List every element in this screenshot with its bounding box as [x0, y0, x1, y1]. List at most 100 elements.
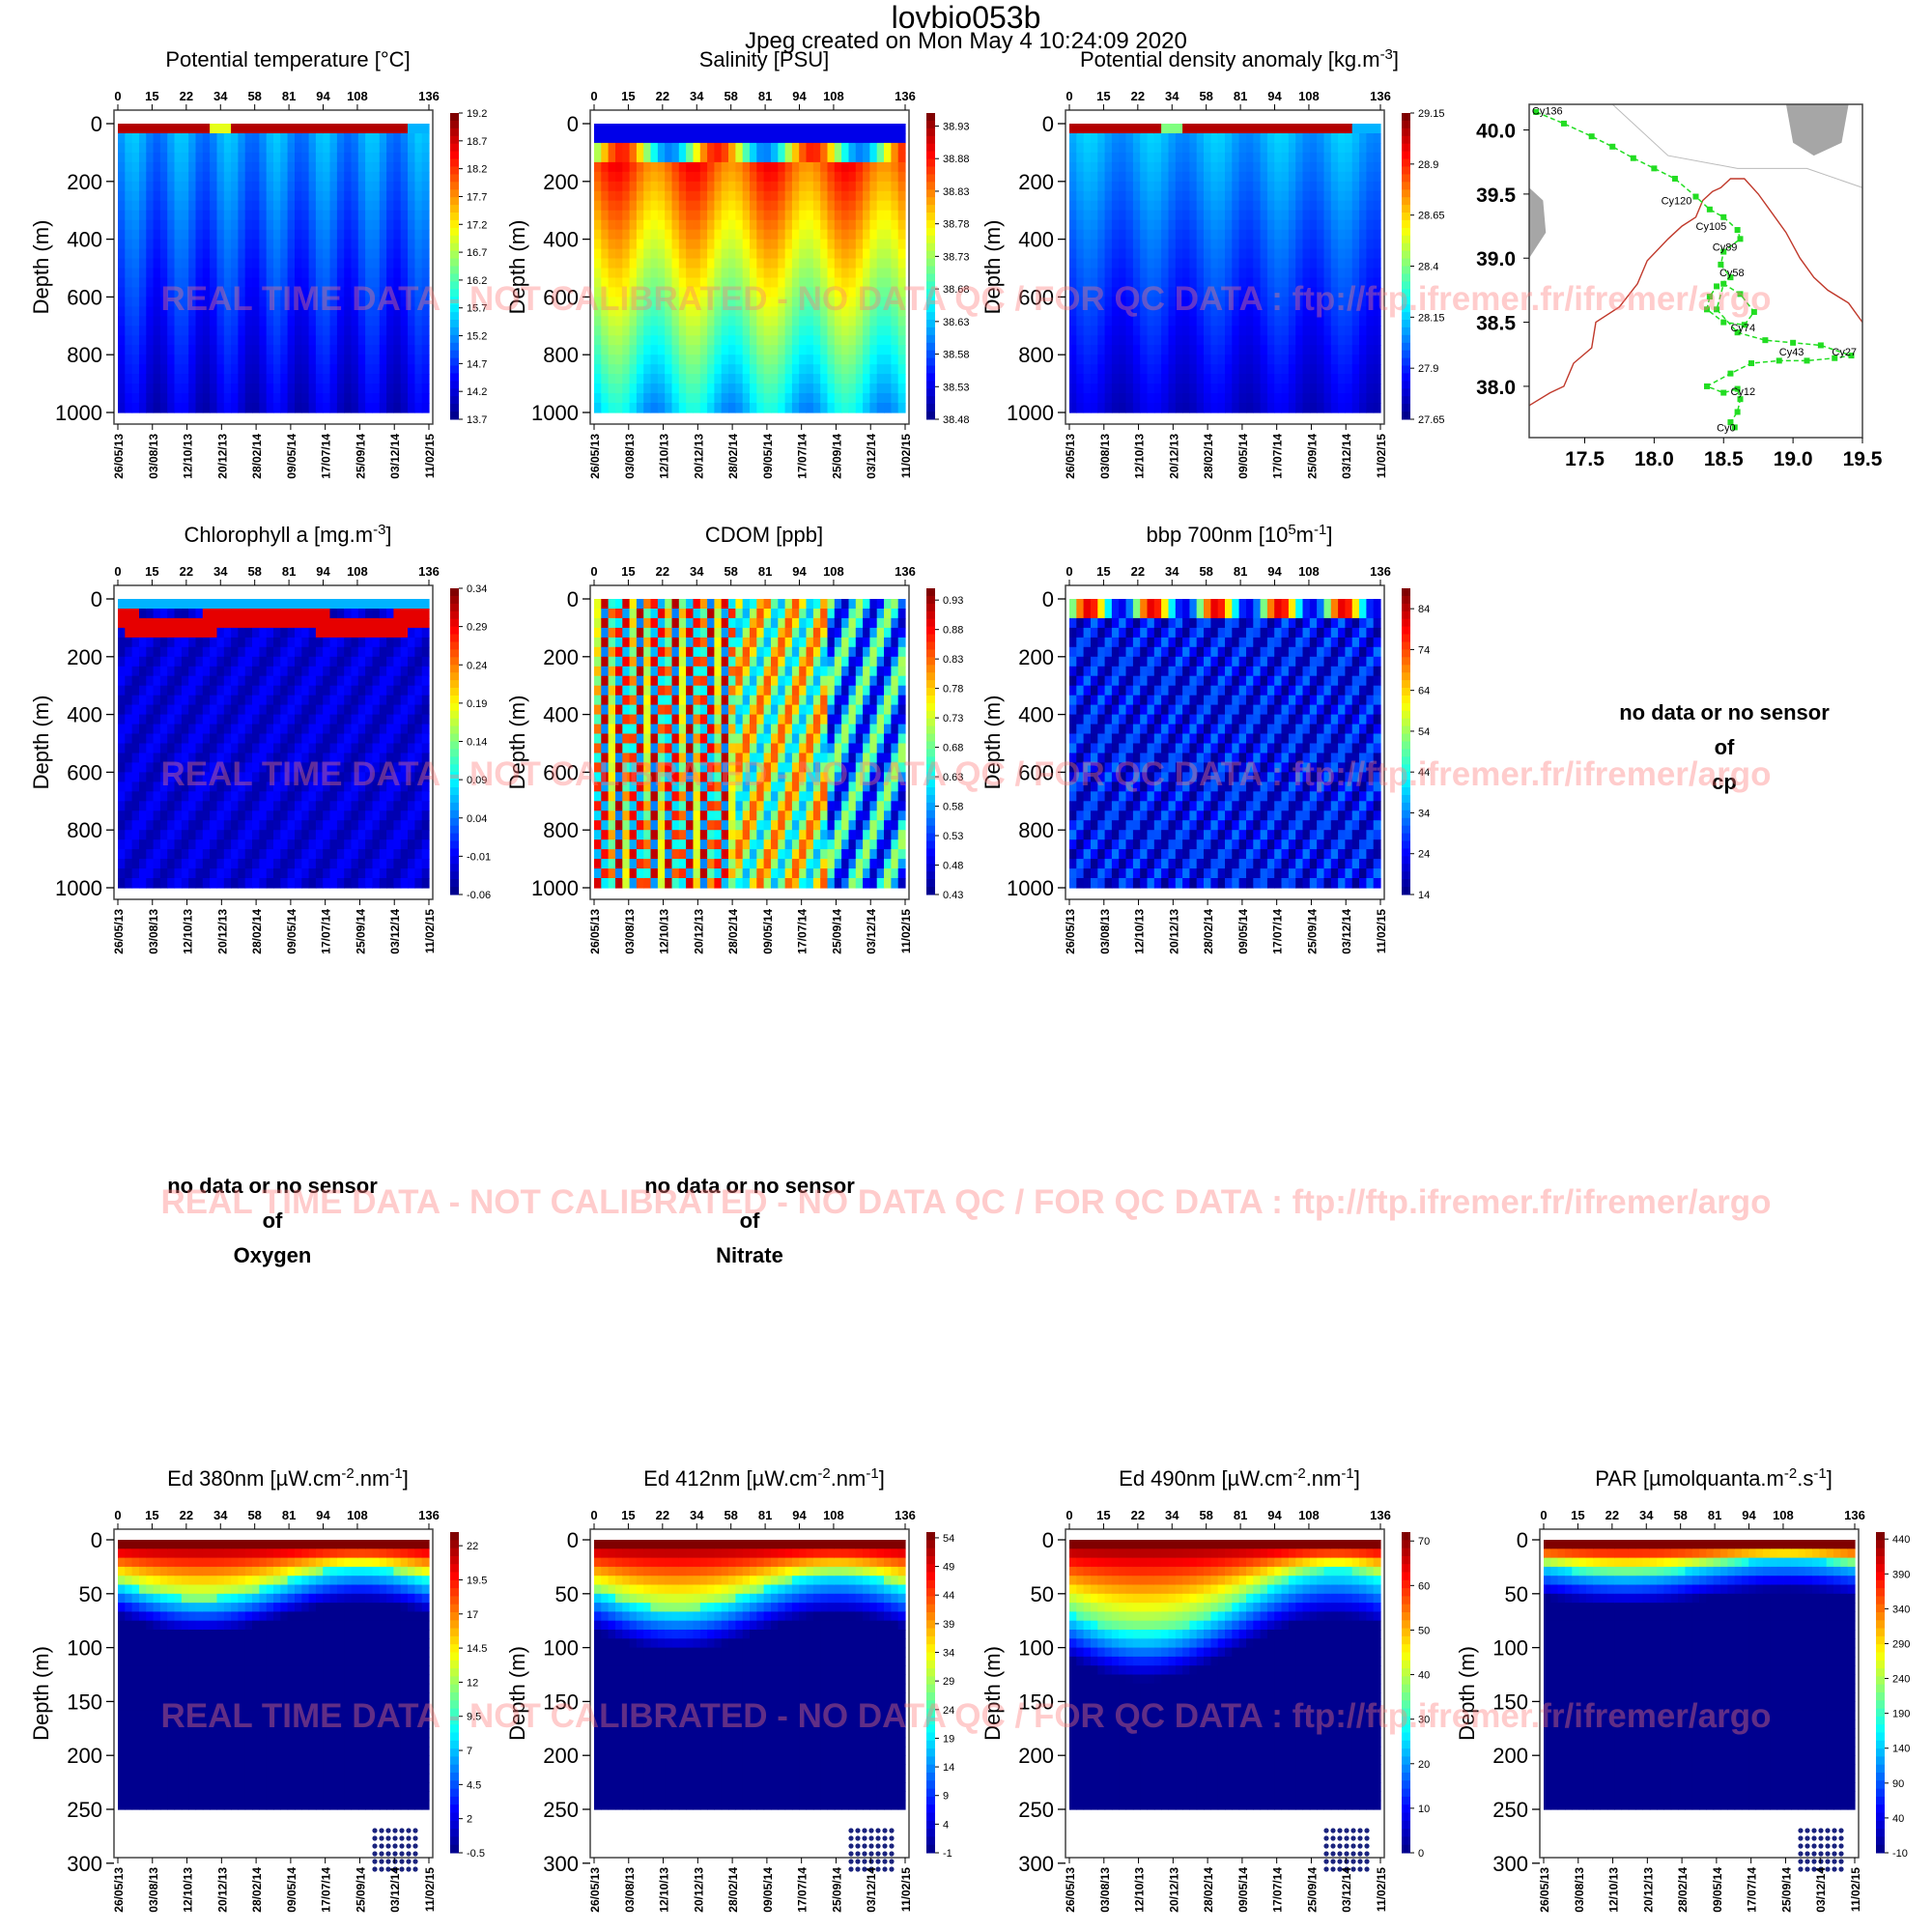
- heatmap-cell: [1168, 133, 1177, 144]
- heatmap-cell: [1189, 297, 1198, 307]
- heatmap-cell: [601, 403, 610, 413]
- heatmap-cell: [771, 355, 779, 365]
- heatmap-cell: [1295, 364, 1304, 375]
- heatmap-cell: [601, 210, 610, 221]
- heatmap-cell: [629, 393, 638, 404]
- heatmap-cell: [622, 287, 631, 298]
- heatmap-cell: [1260, 384, 1268, 394]
- colorbar-segment: [1402, 320, 1410, 328]
- heatmap-cell: [1288, 316, 1296, 327]
- heatmap-cell: [1189, 374, 1198, 384]
- heatmap-cell: [386, 124, 394, 134]
- heatmap-cell: [1153, 161, 1162, 173]
- heatmap-cell: [414, 374, 423, 384]
- heatmap-cell: [693, 297, 701, 307]
- heatmap-cell: [244, 801, 253, 811]
- heatmap-cell: [188, 685, 197, 696]
- colorbar-segment: [926, 213, 935, 221]
- heatmap-cell: [1161, 374, 1169, 384]
- heatmap-cell: [784, 152, 793, 163]
- heatmap-cell: [714, 297, 723, 307]
- heatmap-cell: [629, 364, 638, 375]
- heatmap-cell: [820, 248, 829, 260]
- heatmap-cell: [259, 714, 268, 725]
- heatmap-cell: [139, 733, 147, 745]
- heatmap-cell: [1246, 345, 1254, 355]
- heatmap-cell: [1295, 210, 1304, 221]
- heatmap-cell: [629, 239, 638, 250]
- heatmap-cell: [188, 609, 197, 619]
- heatmap-cell: [210, 801, 217, 811]
- heatmap-cell: [202, 355, 211, 365]
- heatmap-cell: [699, 326, 708, 336]
- heatmap-cell: [897, 210, 906, 221]
- heatmap-cell: [244, 268, 253, 279]
- heatmap-cell: [146, 287, 155, 298]
- heatmap-cell: [771, 133, 779, 144]
- heatmap-cell: [238, 229, 246, 241]
- heatmap-cell: [827, 403, 836, 413]
- heatmap-cell: [301, 210, 310, 221]
- heatmap-cell: [1225, 306, 1233, 317]
- heatmap-cell: [650, 345, 659, 355]
- heatmap-cell: [1323, 239, 1332, 250]
- heatmap-cell: [202, 268, 211, 279]
- heatmap-cell: [1168, 335, 1177, 346]
- heatmap-cell: [118, 297, 126, 307]
- heatmap-cell: [1076, 124, 1085, 134]
- heatmap-cell: [139, 627, 147, 639]
- heatmap-cell: [1253, 355, 1262, 365]
- heatmap-cell: [1323, 306, 1332, 317]
- heatmap-cell: [636, 268, 644, 279]
- heatmap-cell: [301, 248, 310, 260]
- heatmap-cell: [351, 393, 359, 404]
- heatmap-cell: [259, 666, 268, 677]
- heatmap-cell: [315, 374, 324, 384]
- heatmap-cell: [273, 219, 281, 231]
- heatmap-cell: [791, 133, 800, 144]
- heatmap-cell: [1345, 248, 1353, 260]
- heatmap-cell: [238, 287, 246, 298]
- heatmap-cell: [131, 772, 140, 782]
- heatmap-cell: [357, 287, 366, 298]
- heatmap-cell: [678, 181, 687, 192]
- heatmap-cell: [167, 161, 176, 173]
- heatmap-cell: [876, 316, 885, 327]
- heatmap-cell: [678, 142, 687, 154]
- heatmap-cell: [266, 609, 274, 619]
- heatmap-cell: [778, 190, 786, 202]
- colorbar-segment: [1402, 182, 1410, 190]
- heatmap-cell: [784, 403, 793, 413]
- heatmap-cell: [238, 849, 246, 860]
- heatmap-cell: [1153, 239, 1162, 250]
- heatmap-cell: [636, 229, 644, 241]
- heatmap-cell: [827, 181, 836, 192]
- heatmap-cell: [202, 239, 211, 250]
- heatmap-cell: [1373, 239, 1381, 250]
- heatmap-cell: [131, 210, 140, 221]
- heatmap-cell: [153, 675, 161, 687]
- heatmap-cell: [202, 287, 211, 298]
- heatmap-cell: [118, 393, 126, 404]
- date-tick-label: 03/08/13: [1098, 434, 1112, 479]
- heatmap-cell: [372, 268, 381, 279]
- heatmap-cell: [750, 374, 757, 384]
- heatmap-cell: [876, 306, 885, 317]
- heatmap-cell: [806, 403, 814, 413]
- heatmap-cell: [146, 762, 155, 773]
- heatmap-cell: [1083, 345, 1092, 355]
- heatmap-cell: [329, 345, 338, 355]
- heatmap-cell: [863, 219, 870, 231]
- y-tick-label: 200: [1018, 170, 1054, 194]
- colorbar-tick-label: 18.7: [467, 136, 487, 148]
- heatmap-cell: [1069, 142, 1077, 154]
- heatmap-cell: [181, 675, 189, 687]
- heatmap-cell: [344, 277, 353, 289]
- heatmap-cell: [1288, 403, 1296, 413]
- heatmap-cell: [812, 133, 821, 144]
- heatmap-cell: [1246, 239, 1254, 250]
- heatmap-cell: [799, 355, 808, 365]
- heatmap-cell: [1232, 248, 1240, 260]
- heatmap-cell: [1359, 124, 1367, 134]
- heatmap-cell: [125, 791, 133, 802]
